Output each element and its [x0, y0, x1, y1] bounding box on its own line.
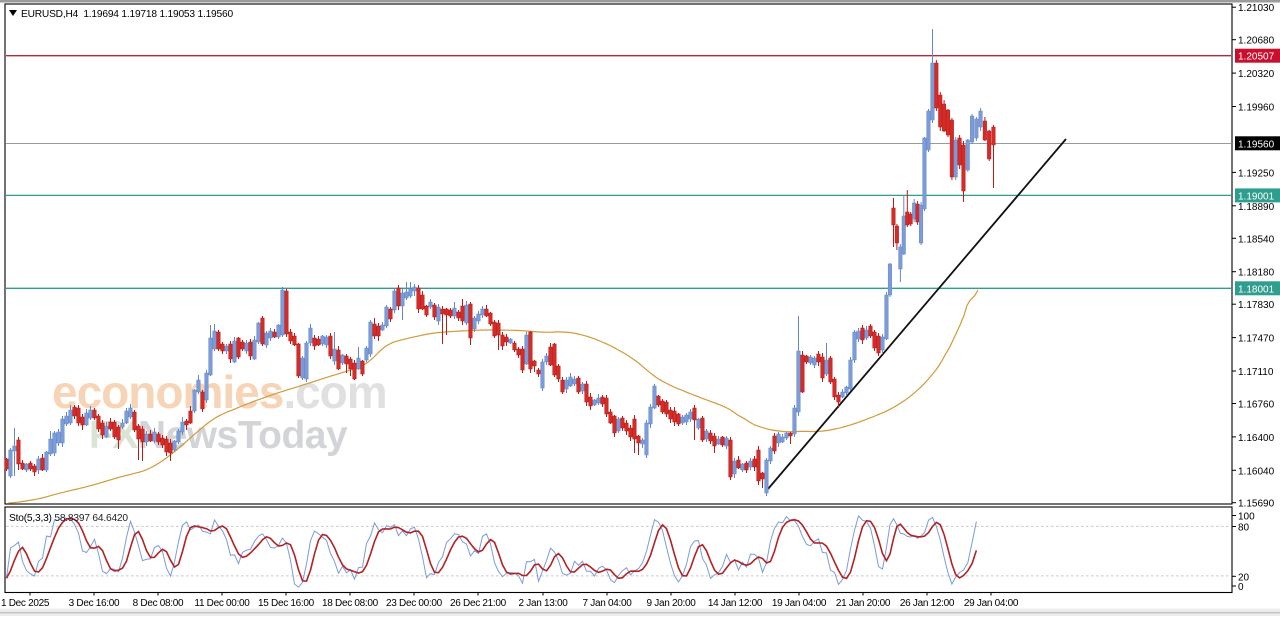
svg-text:11 Dec 00:00: 11 Dec 00:00	[194, 598, 250, 609]
svg-text:29 Jan 04:00: 29 Jan 04:00	[964, 598, 1019, 609]
svg-text:1.21030: 1.21030	[1238, 3, 1275, 14]
svg-text:2 Jan 13:00: 2 Jan 13:00	[519, 598, 569, 609]
svg-text:18 Dec 08:00: 18 Dec 08:00	[322, 598, 379, 609]
svg-text:80: 80	[1238, 523, 1250, 534]
svg-text:economies.com: economies.com	[52, 366, 387, 418]
svg-text:3 Dec 16:00: 3 Dec 16:00	[69, 598, 120, 609]
svg-text:100: 100	[1238, 512, 1255, 523]
svg-text:1.20680: 1.20680	[1238, 36, 1275, 47]
svg-text:1.19560: 1.19560	[1238, 139, 1275, 150]
svg-text:1.18540: 1.18540	[1238, 234, 1275, 245]
svg-text:15 Dec 16:00: 15 Dec 16:00	[258, 598, 315, 609]
svg-text:9 Jan 20:00: 9 Jan 20:00	[647, 598, 697, 609]
svg-text:14 Jan 12:00: 14 Jan 12:00	[708, 598, 763, 609]
svg-text:1.20320: 1.20320	[1238, 69, 1275, 80]
svg-text:23 Dec 00:00: 23 Dec 00:00	[386, 598, 443, 609]
svg-text:1.15690: 1.15690	[1238, 499, 1275, 510]
svg-text:1.19960: 1.19960	[1238, 103, 1275, 114]
svg-text:0: 0	[1238, 582, 1244, 593]
svg-text:20: 20	[1238, 572, 1250, 583]
svg-text:1.16040: 1.16040	[1238, 466, 1275, 477]
svg-text:1.18001: 1.18001	[1238, 284, 1275, 295]
svg-text:FXNewsToday: FXNewsToday	[89, 414, 348, 457]
svg-text:1.17830: 1.17830	[1238, 300, 1275, 311]
svg-text:1.16760: 1.16760	[1238, 400, 1275, 411]
svg-text:19 Jan 04:00: 19 Jan 04:00	[772, 598, 827, 609]
svg-text:8 Dec 08:00: 8 Dec 08:00	[133, 598, 184, 609]
svg-text:1.16400: 1.16400	[1238, 433, 1275, 444]
svg-text:1.20507: 1.20507	[1238, 52, 1275, 63]
svg-text:Sto(5,3,3) 58.8397 64.6420: Sto(5,3,3) 58.8397 64.6420	[9, 513, 128, 524]
svg-text:7 Jan 04:00: 7 Jan 04:00	[583, 598, 633, 609]
svg-text:26 Dec 21:00: 26 Dec 21:00	[450, 598, 507, 609]
svg-text:1.17470: 1.17470	[1238, 334, 1275, 345]
svg-text:26 Jan 12:00: 26 Jan 12:00	[900, 598, 955, 609]
svg-text:21 Jan 20:00: 21 Jan 20:00	[836, 598, 891, 609]
svg-text:1.19001: 1.19001	[1238, 191, 1275, 202]
svg-text:1.18180: 1.18180	[1238, 268, 1275, 279]
svg-text:1.17110: 1.17110	[1238, 367, 1274, 378]
svg-text:1.19250: 1.19250	[1238, 168, 1275, 179]
svg-text:1.18890: 1.18890	[1238, 202, 1275, 213]
svg-text:1 Dec 2025: 1 Dec 2025	[1, 598, 50, 609]
svg-text:EURUSD,H4 1.19694 1.19718 1.1: EURUSD,H4 1.19694 1.19718 1.19053 1.1956…	[21, 9, 233, 20]
